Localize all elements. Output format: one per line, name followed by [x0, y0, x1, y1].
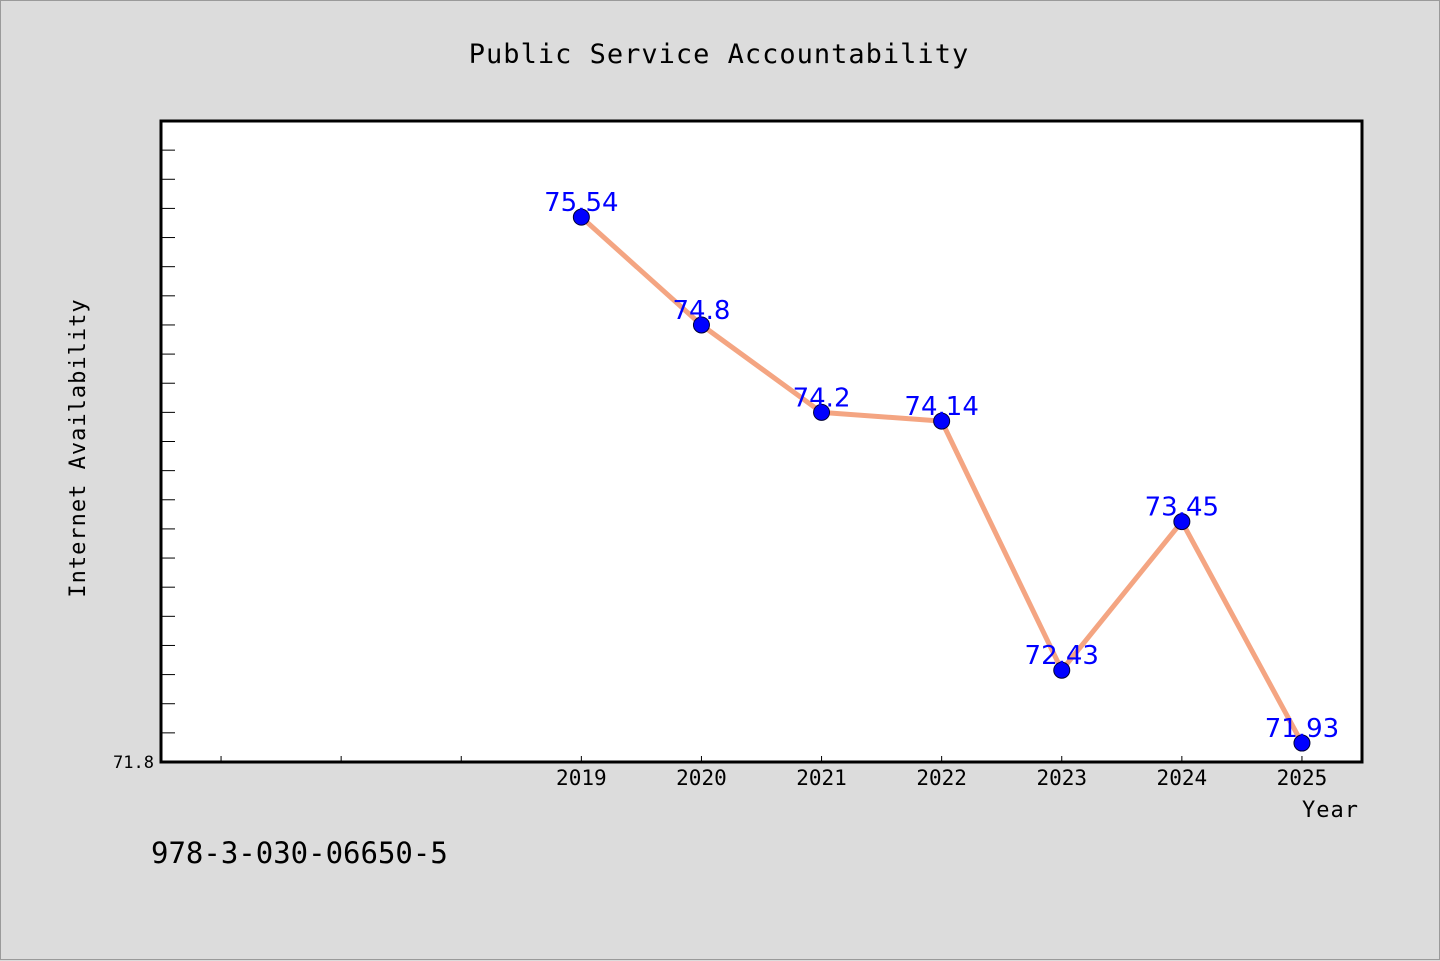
- data-point: [813, 403, 831, 421]
- data-label: 73.45: [1145, 493, 1219, 523]
- x-tick-label: 2022: [916, 766, 967, 790]
- x-tick-label: 2024: [1157, 766, 1208, 790]
- isbn-text: 978-3-030-06650-5: [151, 836, 448, 870]
- chart-title: Public Service Accountability: [469, 39, 969, 70]
- x-tick-label: 2023: [1036, 766, 1087, 790]
- data-point: [1053, 661, 1071, 679]
- x-tick-label: 2021: [796, 766, 847, 790]
- x-tick-label: 2025: [1277, 766, 1328, 790]
- data-point: [572, 208, 590, 226]
- x-tick-label: 2019: [556, 766, 607, 790]
- plot-border: [159, 119, 1364, 764]
- y-tick-label: 71.8: [113, 753, 154, 773]
- data-label: 75.54: [544, 188, 618, 218]
- data-label: 74.14: [904, 392, 978, 422]
- data-label: 72.43: [1025, 641, 1099, 671]
- x-tick-label: 2020: [676, 766, 727, 790]
- data-point: [1293, 734, 1311, 752]
- y-axis-label: Internet Availability: [66, 298, 91, 597]
- x-axis-label: Year: [1302, 798, 1359, 823]
- data-point: [933, 412, 951, 430]
- data-point: [1173, 513, 1191, 531]
- data-label: 71.93: [1265, 714, 1339, 744]
- series-layer: 75.54 74.8 74.2 74.14 72.43 73.45 71.93: [544, 188, 1339, 752]
- plot-area: [161, 121, 1362, 762]
- data-label: 74.2: [793, 383, 851, 413]
- data-point: [692, 316, 710, 334]
- data-label: 74.8: [673, 296, 731, 326]
